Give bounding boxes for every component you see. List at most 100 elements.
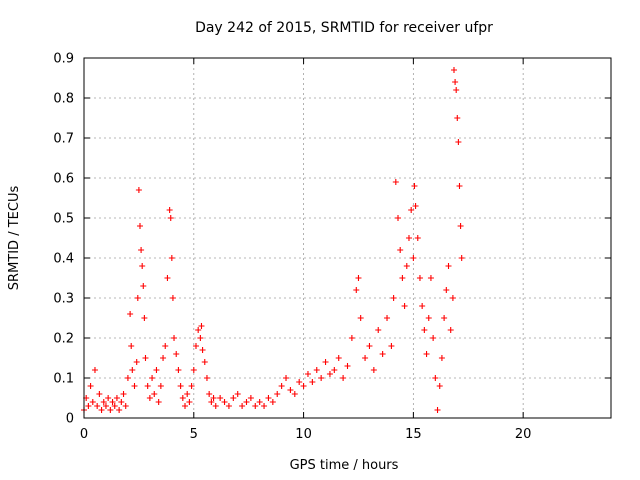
data-point <box>353 287 360 293</box>
data-point <box>362 355 369 361</box>
data-point <box>287 387 294 393</box>
data-point <box>313 367 320 373</box>
x-tick-label: 15 <box>405 427 422 442</box>
data-point <box>182 403 189 409</box>
data-point <box>225 403 232 409</box>
data-point <box>430 335 437 341</box>
y-tick-label: 0.4 <box>53 252 74 267</box>
data-point <box>160 355 167 361</box>
y-tick-label: 0.8 <box>53 92 74 107</box>
data-point <box>139 263 146 269</box>
data-point <box>129 367 136 373</box>
data-point <box>153 367 160 373</box>
data-point <box>157 383 164 389</box>
data-point <box>203 375 210 381</box>
data-point <box>118 399 125 405</box>
data-point <box>370 367 377 373</box>
x-axis-label: GPS time / hours <box>290 458 399 473</box>
data-point <box>421 327 428 333</box>
data-point <box>177 383 184 389</box>
x-tick-label: 0 <box>80 427 88 442</box>
data-point <box>85 403 92 409</box>
data-point <box>414 235 421 241</box>
data-point <box>199 347 206 353</box>
data-point <box>131 383 138 389</box>
data-point <box>388 343 395 349</box>
data-point <box>384 315 391 321</box>
data-point <box>91 367 98 373</box>
data-point <box>234 391 241 397</box>
data-point <box>124 375 131 381</box>
data-point <box>410 255 417 261</box>
data-point <box>230 395 237 401</box>
data-point <box>416 275 423 281</box>
data-point <box>155 399 162 405</box>
data-point <box>278 383 285 389</box>
data-point <box>379 351 386 357</box>
data-point <box>423 351 430 357</box>
data-point <box>135 187 142 193</box>
data-point <box>188 383 195 389</box>
data-point <box>412 203 419 209</box>
data-point <box>239 403 246 409</box>
data-point <box>98 407 105 413</box>
data-point <box>449 295 456 301</box>
data-point <box>322 359 329 365</box>
data-point <box>175 367 182 373</box>
data-point <box>432 375 439 381</box>
data-point <box>456 183 463 189</box>
data-point <box>326 371 333 377</box>
data-point <box>138 247 145 253</box>
y-tick-label: 0.7 <box>53 132 74 147</box>
data-point <box>142 355 149 361</box>
data-point <box>256 399 263 405</box>
x-tick-label: 20 <box>515 427 532 442</box>
data-point <box>274 391 281 397</box>
y-tick-label: 0.9 <box>53 52 74 67</box>
data-points <box>81 67 465 413</box>
data-point <box>300 383 307 389</box>
data-point <box>136 223 143 229</box>
data-point <box>127 311 134 317</box>
data-point <box>149 375 156 381</box>
data-point <box>403 263 410 269</box>
data-point <box>122 403 129 409</box>
data-point <box>179 395 186 401</box>
y-tick-label: 0.3 <box>53 292 74 307</box>
data-point <box>164 275 171 281</box>
y-tick-label: 0 <box>66 412 74 427</box>
y-tick-label: 0.2 <box>53 332 74 347</box>
data-point <box>96 391 103 397</box>
data-point <box>210 395 217 401</box>
data-point <box>201 359 208 365</box>
data-point <box>366 343 373 349</box>
data-point <box>455 139 462 145</box>
data-point <box>392 179 399 185</box>
data-point <box>344 363 351 369</box>
data-point <box>89 399 96 405</box>
data-point <box>197 335 204 341</box>
data-point <box>261 403 268 409</box>
data-point <box>168 255 175 261</box>
data-point <box>452 79 459 85</box>
data-point <box>167 215 174 221</box>
data-point <box>438 355 445 361</box>
data-point <box>265 395 272 401</box>
data-point <box>434 407 441 413</box>
data-point <box>109 399 116 405</box>
data-point <box>208 399 215 405</box>
y-tick-label: 0.5 <box>53 212 74 227</box>
data-point <box>348 335 355 341</box>
data-point <box>111 403 118 409</box>
data-point <box>340 375 347 381</box>
data-point <box>198 323 205 329</box>
data-point <box>105 395 112 401</box>
data-point <box>390 295 397 301</box>
data-point <box>304 371 311 377</box>
data-point <box>186 399 193 405</box>
data-point <box>443 287 450 293</box>
data-point <box>318 375 325 381</box>
data-point <box>419 303 426 309</box>
data-point <box>221 399 228 405</box>
